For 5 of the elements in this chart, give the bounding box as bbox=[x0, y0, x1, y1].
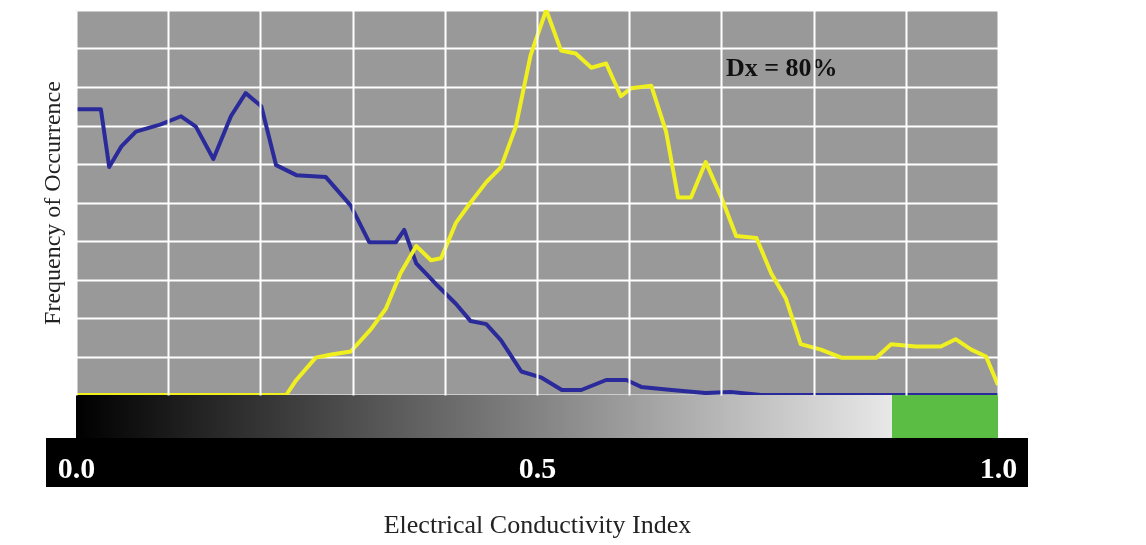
x-axis-title: Electrical Conductivity Index bbox=[383, 509, 692, 539]
x-tick-label: 1.0 bbox=[979, 450, 1018, 484]
y-axis-title: Frequency of Occurrence bbox=[38, 81, 65, 325]
x-tick-label: 0.5 bbox=[518, 450, 557, 484]
x-tick-label: 0.0 bbox=[57, 450, 96, 484]
